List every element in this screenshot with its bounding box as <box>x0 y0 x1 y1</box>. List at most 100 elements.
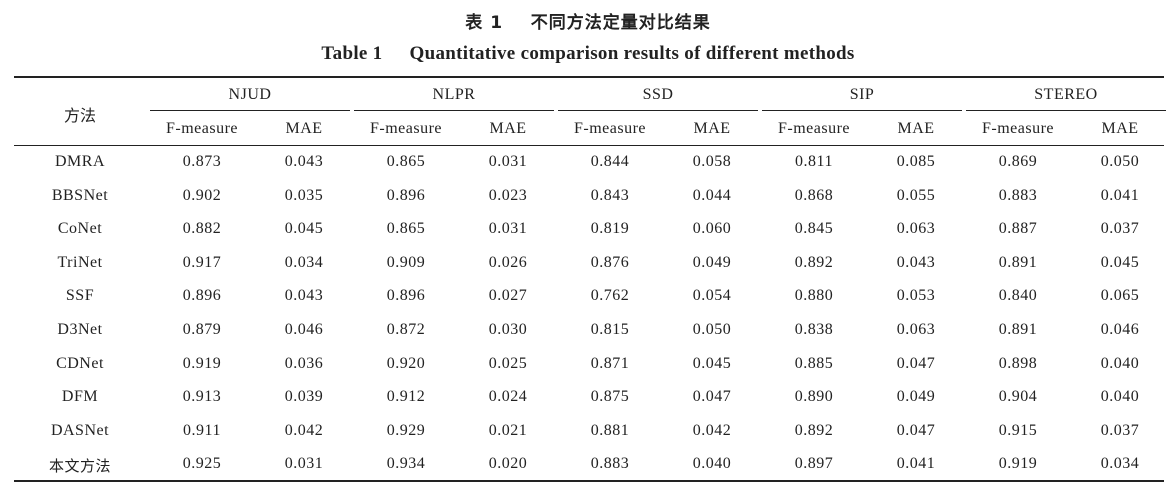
method-name: D3Net <box>57 321 103 338</box>
method-name: DASNet <box>50 421 110 439</box>
f-measure-cell: 0.892 <box>794 253 834 271</box>
group-rule <box>558 110 758 111</box>
mae-cell: 0.034 <box>1100 455 1140 473</box>
f-measure-cell: 0.882 <box>182 220 222 238</box>
f-measure-cell: 0.919 <box>998 455 1038 473</box>
f-measure-cell: 0.909 <box>386 253 426 271</box>
dataset-header: SIP <box>849 86 875 103</box>
mae-cell: 0.065 <box>1100 287 1140 305</box>
mae-cell: 0.042 <box>284 421 324 439</box>
mae-cell: 0.023 <box>488 186 528 204</box>
f-measure-cell: 0.876 <box>590 253 630 271</box>
caption-en: Table 1 Quantitative comparison results … <box>0 43 1176 65</box>
dataset-header: NLPR <box>432 86 476 103</box>
mae-cell: 0.045 <box>284 220 324 238</box>
mae-cell: 0.045 <box>692 354 732 372</box>
f-measure-cell: 0.843 <box>590 186 630 204</box>
f-measure-cell: 0.902 <box>182 186 222 204</box>
f-measure-cell: 0.868 <box>794 186 834 204</box>
mae-cell: 0.058 <box>692 153 732 170</box>
mae-cell: 0.037 <box>1100 220 1140 238</box>
f-measure-header: F-measure <box>573 120 647 137</box>
mae-header: MAE <box>489 120 527 137</box>
method-name: TriNet <box>57 253 103 271</box>
mae-cell: 0.027 <box>488 287 528 305</box>
mae-cell: 0.046 <box>284 321 324 338</box>
mae-cell: 0.040 <box>692 455 732 473</box>
mae-cell: 0.049 <box>896 388 936 406</box>
f-measure-cell: 0.881 <box>590 421 630 439</box>
mae-cell: 0.053 <box>896 287 936 305</box>
f-measure-cell: 0.920 <box>386 354 426 372</box>
caption-en-number: Table 1 <box>321 43 383 64</box>
f-measure-cell: 0.898 <box>998 354 1038 372</box>
mae-cell: 0.046 <box>1100 321 1140 338</box>
method-name: 本文方法 <box>48 457 111 476</box>
mae-cell: 0.041 <box>1100 186 1140 204</box>
f-measure-cell: 0.840 <box>998 287 1038 305</box>
f-measure-cell: 0.838 <box>794 321 834 338</box>
mae-header: MAE <box>1101 120 1139 137</box>
method-column-header: 方法 <box>63 106 96 125</box>
f-measure-header: F-measure <box>165 120 239 137</box>
mae-cell: 0.021 <box>488 421 528 439</box>
mae-cell: 0.047 <box>896 354 936 372</box>
method-name: BBSNet <box>51 186 109 204</box>
mae-cell: 0.043 <box>896 253 936 271</box>
f-measure-cell: 0.872 <box>386 321 426 338</box>
group-rule <box>150 110 350 111</box>
f-measure-cell: 0.915 <box>998 421 1038 439</box>
mae-cell: 0.043 <box>284 287 324 305</box>
method-name: CoNet <box>57 220 103 238</box>
f-measure-header: F-measure <box>981 120 1055 137</box>
f-measure-cell: 0.891 <box>998 253 1038 271</box>
f-measure-cell: 0.929 <box>386 421 426 439</box>
f-measure-cell: 0.904 <box>998 388 1038 406</box>
caption-cn: 表 1 不同方法定量对比结果 <box>0 8 1176 33</box>
group-rule <box>966 110 1166 111</box>
f-measure-header: F-measure <box>369 120 443 137</box>
f-measure-cell: 0.897 <box>794 455 834 473</box>
f-measure-cell: 0.896 <box>386 186 426 204</box>
mae-cell: 0.044 <box>692 186 732 204</box>
mae-cell: 0.030 <box>488 321 528 338</box>
mae-cell: 0.037 <box>1100 421 1140 439</box>
caption-en-text: Quantitative comparison results of diffe… <box>409 43 855 64</box>
mae-cell: 0.031 <box>488 220 528 238</box>
mae-cell: 0.050 <box>1100 153 1140 170</box>
method-name: CDNet <box>56 354 104 372</box>
f-measure-cell: 0.896 <box>182 287 222 305</box>
f-measure-cell: 0.890 <box>794 388 834 406</box>
f-measure-cell: 0.885 <box>794 354 834 372</box>
f-measure-header: F-measure <box>777 120 851 137</box>
f-measure-cell: 0.845 <box>794 220 834 238</box>
mae-cell: 0.063 <box>896 220 936 238</box>
f-measure-cell: 0.875 <box>590 388 630 406</box>
f-measure-cell: 0.887 <box>998 220 1038 238</box>
f-measure-cell: 0.917 <box>182 253 222 271</box>
mae-cell: 0.085 <box>896 153 936 170</box>
f-measure-cell: 0.815 <box>590 321 630 338</box>
f-measure-cell: 0.912 <box>386 388 426 406</box>
mae-cell: 0.035 <box>284 186 324 204</box>
table-bottom-rule <box>14 480 1164 482</box>
mae-cell: 0.045 <box>1100 253 1140 271</box>
mae-cell: 0.020 <box>488 455 528 473</box>
dataset-header: SSD <box>642 86 674 103</box>
f-measure-cell: 0.925 <box>182 455 222 473</box>
f-measure-cell: 0.879 <box>182 321 222 338</box>
f-measure-cell: 0.819 <box>590 220 630 238</box>
mae-header: MAE <box>285 120 323 137</box>
f-measure-cell: 0.883 <box>998 186 1038 204</box>
f-measure-cell: 0.892 <box>794 421 834 439</box>
mae-cell: 0.050 <box>692 321 732 338</box>
caption-cn-number: 表 1 <box>465 13 504 33</box>
f-measure-cell: 0.865 <box>386 153 426 170</box>
method-name: SSF <box>65 287 95 305</box>
f-measure-cell: 0.844 <box>590 153 630 170</box>
method-name: DFM <box>61 388 99 406</box>
mae-cell: 0.040 <box>1100 354 1140 372</box>
f-measure-cell: 0.896 <box>386 287 426 305</box>
table-top-rule <box>14 76 1164 78</box>
mae-cell: 0.041 <box>896 455 936 473</box>
